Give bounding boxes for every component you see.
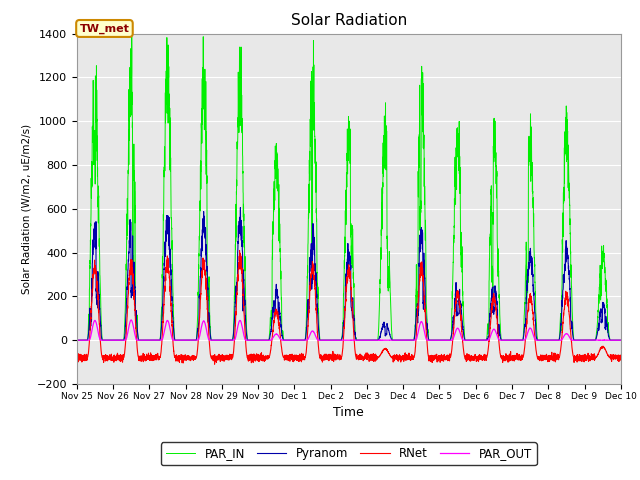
RNet xyxy=(617,354,625,360)
Legend: PAR_IN, Pyranom, RNet, PAR_OUT: PAR_IN, Pyranom, RNet, PAR_OUT xyxy=(161,443,536,465)
RNet xyxy=(73,356,81,362)
Pyranom xyxy=(471,337,479,343)
Pyranom xyxy=(73,337,81,343)
RNet xyxy=(441,356,449,362)
Pyranom xyxy=(171,336,179,342)
Text: TW_met: TW_met xyxy=(79,24,129,34)
Line: PAR_OUT: PAR_OUT xyxy=(77,320,621,340)
PAR_OUT xyxy=(441,337,449,343)
Pyranom xyxy=(237,204,244,210)
PAR_IN xyxy=(329,337,337,343)
RNet xyxy=(471,356,479,361)
PAR_IN xyxy=(171,334,179,340)
RNet xyxy=(502,352,509,358)
PAR_IN xyxy=(441,337,449,343)
Line: PAR_IN: PAR_IN xyxy=(77,36,621,340)
PAR_IN xyxy=(617,337,625,343)
Pyranom xyxy=(617,337,625,343)
PAR_OUT xyxy=(329,337,337,343)
Title: Solar Radiation: Solar Radiation xyxy=(291,13,407,28)
PAR_OUT xyxy=(600,337,608,343)
PAR_IN xyxy=(471,337,479,343)
RNet xyxy=(236,248,243,253)
PAR_IN xyxy=(502,337,509,343)
PAR_OUT xyxy=(127,317,135,323)
PAR_OUT xyxy=(171,337,179,343)
PAR_OUT xyxy=(73,337,81,343)
Line: RNet: RNet xyxy=(77,251,621,364)
PAR_OUT xyxy=(502,337,509,343)
RNet xyxy=(329,355,337,360)
PAR_IN xyxy=(73,337,81,343)
PAR_IN xyxy=(200,34,207,39)
Pyranom xyxy=(502,337,509,343)
RNet xyxy=(211,361,218,367)
X-axis label: Time: Time xyxy=(333,406,364,419)
PAR_OUT xyxy=(617,337,625,343)
Pyranom xyxy=(616,337,624,343)
PAR_OUT xyxy=(616,337,624,343)
Y-axis label: Solar Radiation (W/m2, uE/m2/s): Solar Radiation (W/m2, uE/m2/s) xyxy=(21,124,31,294)
RNet xyxy=(171,354,179,360)
Pyranom xyxy=(329,337,337,343)
Pyranom xyxy=(441,337,449,343)
PAR_IN xyxy=(616,337,624,343)
PAR_OUT xyxy=(471,337,479,343)
RNet xyxy=(616,353,624,359)
Line: Pyranom: Pyranom xyxy=(77,207,621,340)
